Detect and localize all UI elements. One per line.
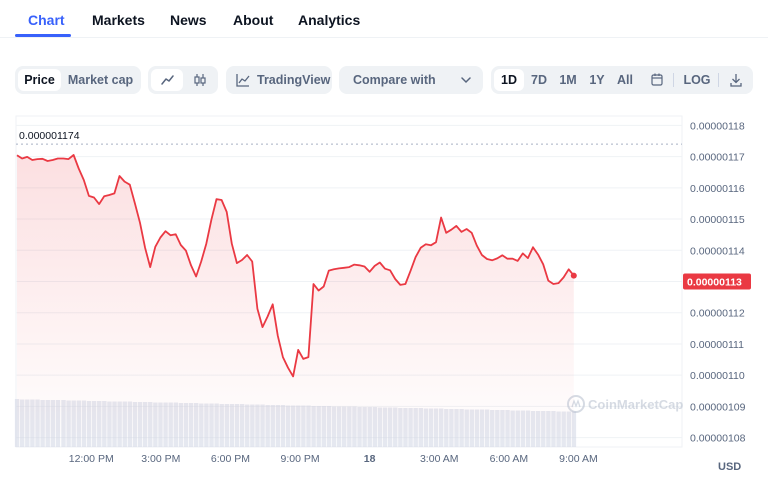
active-tab-indicator xyxy=(15,34,71,37)
y-tick-label: 0.00000118 xyxy=(690,120,745,132)
current-price-tag xyxy=(683,273,751,290)
current-price-dot xyxy=(570,272,577,279)
range-controls: 1D 7D 1M 1Y All LOG xyxy=(491,66,753,94)
x-tick-label: 18 xyxy=(364,453,376,465)
calendar-button[interactable] xyxy=(643,69,671,91)
calendar-icon xyxy=(651,73,663,86)
x-tick-label: 6:00 PM xyxy=(211,453,250,465)
coinmarketcap-logo-icon xyxy=(567,395,585,413)
candlestick-icon xyxy=(194,74,206,86)
tradingview-button[interactable]: TradingView xyxy=(226,66,332,94)
tab-news[interactable]: News xyxy=(170,12,207,28)
toolbar-divider xyxy=(718,73,719,87)
market-cap-toggle[interactable]: Market cap xyxy=(67,73,134,87)
price-area-fill xyxy=(17,155,574,447)
tab-analytics[interactable]: Analytics xyxy=(298,12,361,28)
y-tick-label: 0.00000117 xyxy=(690,152,745,164)
current-price-tag-label: 0.00000113 xyxy=(687,277,742,289)
price-marketcap-toggle: Price Market cap xyxy=(15,66,141,94)
x-tick-label: 12:00 PM xyxy=(69,453,114,465)
range-1d[interactable]: 1D xyxy=(494,69,524,91)
chevron-down-icon xyxy=(461,77,471,84)
log-scale-toggle[interactable]: LOG xyxy=(683,73,711,87)
candlestick-button[interactable] xyxy=(184,69,216,91)
y-tick-label: 0.00000114 xyxy=(690,245,745,257)
y-tick-label: 0.00000108 xyxy=(690,433,746,445)
download-icon xyxy=(730,74,742,87)
y-tick-label: 0.00000111 xyxy=(690,339,744,351)
trend-line-icon xyxy=(236,74,250,87)
currency-label: USD xyxy=(718,461,741,473)
y-tick-label: 0.00000109 xyxy=(690,401,746,413)
x-tick-label: 9:00 PM xyxy=(280,453,319,465)
tab-markets[interactable]: Markets xyxy=(92,12,145,28)
volume-bar xyxy=(571,411,577,447)
y-tick-label: 0.00000115 xyxy=(690,214,745,226)
high-price-label: 0.000001174 xyxy=(19,130,80,142)
line-chart-button[interactable] xyxy=(151,69,183,91)
x-tick-label: 9:00 AM xyxy=(559,453,598,465)
tradingview-label: TradingView xyxy=(257,73,331,87)
line-chart-icon xyxy=(161,75,174,85)
compare-with-dropdown[interactable]: Compare with xyxy=(339,66,483,94)
compare-with-label: Compare with xyxy=(353,73,436,87)
price-toggle[interactable]: Price xyxy=(18,69,61,91)
y-tick-label: 0.00000112 xyxy=(690,308,745,320)
section-tabs: Chart Markets News About Analytics xyxy=(0,0,768,38)
y-tick-label: 0.00000110 xyxy=(690,370,745,382)
coinmarketcap-logo-mark xyxy=(571,399,581,408)
watermark: CoinMarketCap xyxy=(567,395,683,413)
range-1m[interactable]: 1M xyxy=(559,73,577,87)
tab-about[interactable]: About xyxy=(233,12,274,28)
tab-chart[interactable]: Chart xyxy=(28,12,65,28)
range-7d[interactable]: 7D xyxy=(531,73,547,87)
download-button[interactable] xyxy=(723,69,749,91)
watermark-text: CoinMarketCap xyxy=(588,397,683,412)
y-tick-label: 0.00000116 xyxy=(690,183,745,195)
x-tick-label: 3:00 PM xyxy=(141,453,180,465)
range-all[interactable]: All xyxy=(617,73,633,87)
chart-style-toggle xyxy=(148,66,218,94)
x-tick-label: 3:00 AM xyxy=(420,453,459,465)
range-1y[interactable]: 1Y xyxy=(589,73,605,87)
price-line xyxy=(16,154,575,378)
x-tick-label: 6:00 AM xyxy=(490,453,529,465)
toolbar-divider xyxy=(673,73,674,87)
